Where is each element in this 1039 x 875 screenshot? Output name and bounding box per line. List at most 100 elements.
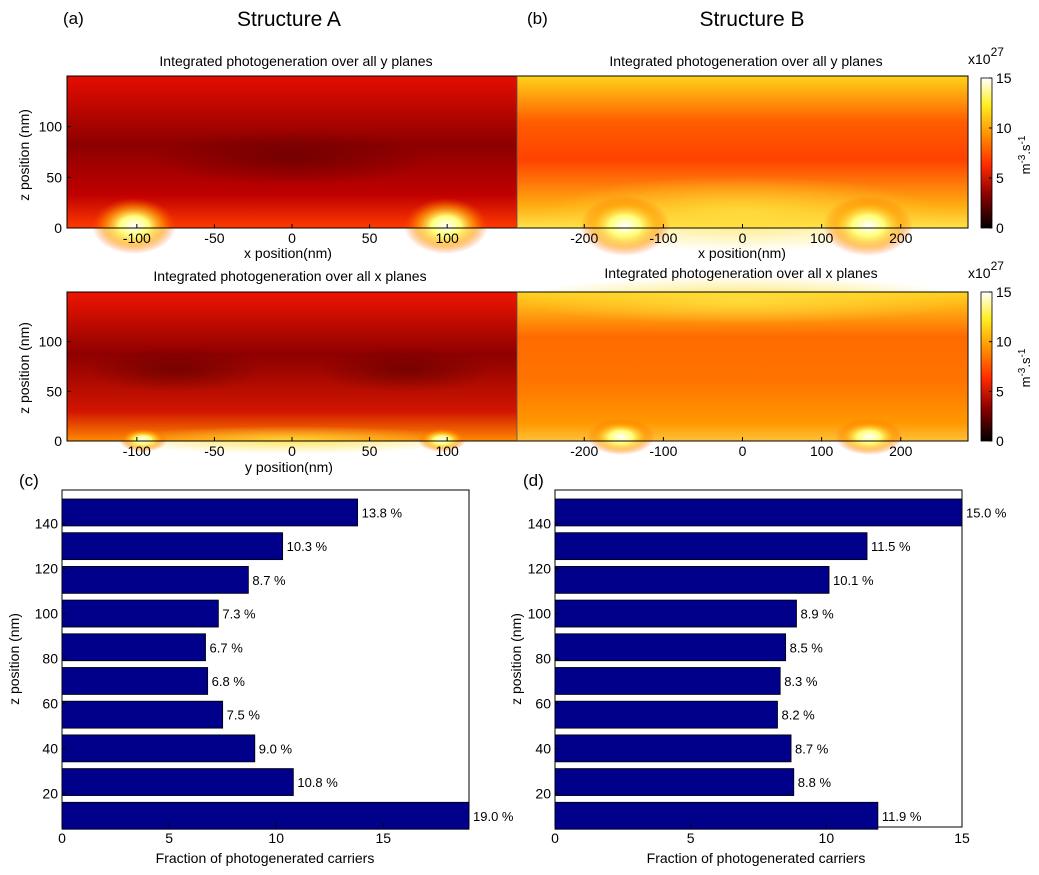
bar-label-d-4: 8.3 %: [784, 674, 818, 689]
bar-label-d-0: 11.9 %: [882, 809, 922, 824]
bar-c-4: [61, 667, 209, 695]
xlabel-d: Fraction of photogenerated carriers: [647, 850, 866, 866]
y-tick-label-d-100: 100: [528, 606, 552, 622]
y-tick-label-d-120: 120: [528, 561, 552, 577]
x-tick-label-a-top-100: 100: [435, 230, 459, 246]
heatmap-title-a-bottom: Integrated photogeneration over all x pl…: [153, 268, 426, 284]
xlabel-a-bottom: y position(nm): [245, 459, 333, 475]
colorbar-tick-label-5: 5: [996, 170, 1004, 186]
x-tick-label-b-top-0: 0: [739, 230, 747, 246]
x-tick-label-a-bottom-100: 100: [435, 443, 459, 459]
x-tick-label-b-bottom-100: 100: [810, 443, 834, 459]
colorbar-bottom-exponent: x1027: [968, 259, 1004, 281]
x-tick-label-c-5: 5: [165, 830, 173, 846]
bar-label-c-5: 6.7 %: [210, 640, 244, 655]
bar-c-5: [61, 633, 206, 662]
bar-d-8: [554, 532, 868, 561]
bar-d-9: [554, 498, 963, 527]
panel-c-label: (c): [19, 471, 39, 490]
y-tick-label-d-80: 80: [535, 651, 551, 667]
bar-chart-d: 11.9 % 8.8 % 8.7 % 8.2 % 8.3 % 8.5 % 8.9 % 10.1…: [528, 489, 1007, 846]
y-tick-label-c-120: 120: [35, 561, 59, 577]
colorbar-bottom: x1027 m-3.s-1: [968, 259, 1033, 442]
bar-label-c-8: 10.3 %: [287, 539, 328, 554]
heatmap-title-b-bottom: Integrated photogeneration over all x pl…: [604, 265, 877, 281]
bar-d-6: [554, 599, 797, 628]
bar-d-3: [554, 700, 778, 729]
colorbar-tick-label-0: 0: [996, 220, 1004, 236]
bar-chart-c: 19.0 % 10.8 % 9.0 % 7.5 % 6.8 % 6.7 % 7.3 % 8.7…: [35, 489, 514, 846]
bar-label-c-0: 19.0 %: [473, 809, 514, 824]
colorbar-tick-label-15: 15: [996, 284, 1012, 300]
x-tick-label-a-top-0: 0: [288, 230, 296, 246]
x-tick-label-a-bottom--100: -100: [123, 443, 151, 459]
x-tick-label-a-top--50: -50: [204, 230, 224, 246]
bar-c-9: [61, 498, 359, 527]
x-tick-label-d-5: 5: [687, 830, 695, 846]
heatmap-a-bottom: [67, 292, 517, 454]
y-tick-label-a-bottom-50: 50: [46, 383, 62, 399]
bar-d-5: [554, 633, 787, 662]
ylabel-d: z position (nm): [508, 613, 524, 705]
bar-label-d-5: 8.5 %: [790, 640, 824, 655]
panel-b-label: (b): [527, 9, 548, 28]
x-tick-label-b-bottom-200: 200: [889, 443, 913, 459]
bar-label-c-6: 7.3 %: [222, 607, 256, 622]
colorbar-top-exponent: x1027: [968, 45, 1004, 67]
x-tick-label-a-top--100: -100: [123, 230, 151, 246]
bar-c-6: [61, 599, 219, 628]
x-tick-label-c-0: 0: [58, 830, 66, 846]
bar-d-2: [554, 734, 792, 763]
bar-label-d-2: 8.7 %: [795, 741, 829, 756]
bar-c-2: [61, 734, 256, 763]
y-tick-label-a-bottom-100: 100: [39, 334, 63, 350]
x-tick-label-b-top--200: -200: [570, 230, 598, 246]
panel-a-label: (a): [63, 9, 84, 28]
bar-d-4: [554, 667, 781, 695]
ylabel-c: z position (nm): [6, 613, 22, 705]
bar-label-d-3: 8.2 %: [781, 708, 815, 723]
x-tick-label-b-bottom--100: -100: [649, 443, 677, 459]
heatmap-frame-row1: [66, 75, 969, 229]
y-tick-label-a-top-50: 50: [46, 169, 62, 185]
colorbar-bottom-unit: m-3.s-1: [1017, 348, 1033, 387]
heatmap-title-a-top: Integrated photogeneration over all y pl…: [159, 53, 432, 69]
bar-label-d-1: 8.8 %: [798, 775, 832, 790]
axes-b-top: -200 -100 0 100 200: [570, 224, 913, 246]
heatmap-b-top: [517, 76, 968, 256]
bar-label-c-1: 10.8 %: [297, 775, 338, 790]
ylabel-a-top: z position (nm): [16, 109, 32, 201]
x-tick-label-a-bottom-50: 50: [362, 443, 378, 459]
x-tick-label-b-bottom-0: 0: [739, 443, 747, 459]
x-tick-label-c-10: 10: [268, 830, 284, 846]
colorbar-top-unit: m-3.s-1: [1017, 135, 1033, 174]
y-tick-label-d-140: 140: [528, 516, 552, 532]
axes-a-top: -100 -50 0 50 100 0 50 100: [39, 119, 459, 246]
bar-c-7: [61, 565, 249, 594]
panel-d-label: (d): [523, 471, 544, 490]
x-tick-label-b-top-200: 200: [889, 230, 913, 246]
bar-label-d-6: 8.9 %: [800, 607, 834, 622]
x-tick-label-b-top-100: 100: [810, 230, 834, 246]
xlabel-c: Fraction of photogenerated carriers: [156, 850, 375, 866]
y-tick-label-d-60: 60: [535, 695, 551, 711]
x-tick-label-b-bottom--200: -200: [570, 443, 598, 459]
heatmap-frame-row2: [66, 291, 969, 442]
xlabel-a-top: x position(nm): [244, 245, 332, 261]
bar-label-c-7: 8.7 %: [252, 573, 286, 588]
bar-c-8: [61, 532, 284, 561]
y-tick-label-c-140: 140: [35, 516, 59, 532]
structure-a-header: Structure A: [237, 8, 341, 31]
x-tick-label-a-bottom--50: -50: [204, 443, 224, 459]
structure-b-header: Structure B: [699, 8, 804, 31]
colorbar-top-ticks: 0 5 10 15: [989, 70, 1012, 236]
x-tick-label-a-bottom-0: 0: [288, 443, 296, 459]
bar-c-1: [61, 768, 294, 796]
x-tick-label-d-15: 15: [954, 830, 970, 846]
y-tick-label-c-80: 80: [42, 651, 58, 667]
axes-a-bottom: -100 -50 0 50 100 0 50 100: [39, 334, 459, 459]
heatmap-b-bottom: [512, 276, 972, 455]
bar-d-7: [554, 565, 830, 594]
bar-c-3: [61, 700, 224, 729]
